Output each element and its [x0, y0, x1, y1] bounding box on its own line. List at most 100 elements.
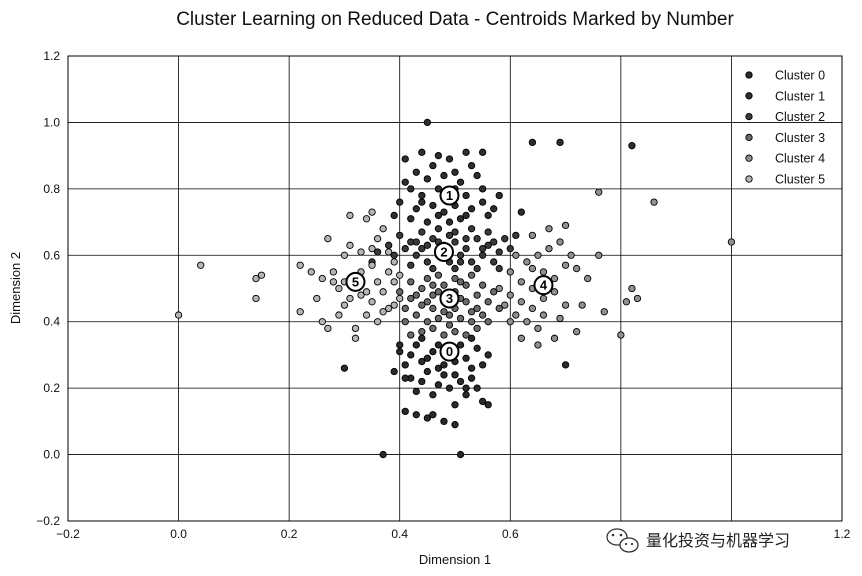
watermark: 量化投资与机器学习 — [596, 524, 832, 554]
point-cluster-5 — [307, 268, 315, 276]
x-tick-label: 0.0 — [170, 527, 187, 541]
point-cluster-5 — [385, 248, 393, 256]
point-cluster-2 — [462, 235, 470, 243]
point-cluster-4 — [501, 301, 509, 309]
point-cluster-0 — [484, 401, 492, 409]
point-cluster-1 — [418, 198, 426, 206]
point-cluster-1 — [445, 218, 454, 226]
point-cluster-5 — [329, 268, 338, 276]
point-cluster-0 — [473, 344, 481, 352]
point-cluster-3 — [434, 288, 443, 296]
point-cluster-4 — [572, 328, 581, 336]
point-cluster-4 — [556, 314, 564, 323]
point-cluster-1 — [423, 118, 432, 127]
point-cluster-4 — [512, 251, 520, 259]
point-cluster-5 — [335, 311, 343, 319]
point-cluster-0 — [396, 341, 404, 349]
point-cluster-1 — [445, 155, 454, 163]
point-cluster-2 — [462, 244, 470, 253]
point-cluster-4 — [517, 298, 525, 306]
chart-title: Cluster Learning on Reduced Data - Centr… — [176, 9, 734, 30]
point-cluster-4 — [595, 188, 603, 196]
tick-labels: −0.2 0.0 0.2 0.4 0.6 0.8 1.0 1.2 −0.2 0.0 0.2 0.4 0.… — [36, 49, 850, 541]
point-cluster-5 — [368, 261, 376, 269]
point-cluster-2 — [512, 231, 520, 240]
centroid-label: 2 — [440, 244, 447, 259]
point-cluster-5 — [351, 324, 360, 333]
point-cluster-1 — [451, 168, 459, 176]
point-cluster-3 — [412, 291, 420, 299]
point-cluster-5 — [296, 261, 304, 269]
point-cluster-4 — [556, 238, 564, 246]
point-cluster-2 — [407, 261, 415, 269]
point-cluster-4 — [539, 294, 548, 303]
point-cluster-3 — [407, 331, 415, 339]
point-cluster-4 — [550, 288, 559, 296]
point-cluster-1 — [440, 171, 448, 180]
point-cluster-2 — [506, 244, 514, 253]
point-cluster-3 — [445, 321, 454, 329]
point-cluster-3 — [462, 281, 470, 289]
point-cluster-0 — [412, 387, 420, 396]
point-cluster-4 — [528, 231, 537, 240]
centroid-ring — [345, 271, 366, 292]
point-cluster-2 — [412, 238, 420, 246]
point-cluster-0 — [429, 347, 437, 356]
centroid-label: 5 — [352, 274, 359, 289]
centroid-label: 0 — [446, 344, 453, 359]
point-cluster-0 — [467, 364, 476, 372]
point-cluster-5 — [318, 274, 326, 283]
point-cluster-3 — [401, 304, 409, 313]
x-tick-label: 0.6 — [502, 527, 519, 541]
point-cluster-1 — [423, 175, 432, 183]
point-cluster-1 — [390, 211, 398, 220]
point-cluster-3 — [467, 318, 476, 326]
point-cluster-3 — [451, 274, 459, 283]
point-cluster-1 — [396, 198, 404, 206]
point-cluster-1 — [434, 151, 443, 160]
point-cluster-3 — [473, 324, 481, 333]
point-cluster-3 — [434, 314, 443, 323]
point-cluster-3 — [451, 328, 459, 336]
centroid-ring — [439, 341, 460, 362]
point-cluster-5 — [351, 334, 360, 342]
point-cluster-2 — [473, 264, 481, 273]
point-cluster-4 — [506, 268, 514, 276]
point-cluster-4 — [539, 311, 548, 319]
point-cluster-0 — [434, 364, 443, 372]
y-tick-label: 0.2 — [43, 381, 60, 395]
legend-label: Cluster 2 — [775, 110, 825, 124]
point-cluster-2 — [396, 231, 404, 240]
point-cluster-3 — [484, 318, 492, 326]
point-cluster-5 — [396, 294, 404, 303]
point-cluster-3 — [440, 281, 448, 289]
point-cluster-2 — [451, 228, 459, 236]
point-cluster-0 — [418, 357, 426, 366]
point-cluster-0 — [401, 361, 409, 369]
legend: Cluster 0 Cluster 1 Cluster 2 Cluster 3 Clus… — [745, 69, 825, 187]
point-cluster-0 — [412, 411, 420, 419]
point-cluster-4 — [528, 264, 537, 273]
point-cluster-1 — [528, 138, 537, 147]
point-cluster-1 — [556, 138, 564, 147]
point-cluster-4 — [517, 334, 525, 342]
point-cluster-3 — [456, 278, 465, 286]
point-cluster-3 — [445, 311, 454, 319]
point-cluster-1 — [429, 161, 437, 170]
point-cluster-1 — [628, 142, 636, 150]
point-cluster-2 — [456, 251, 465, 259]
centroid-4: 4 — [533, 275, 554, 296]
point-cluster-3 — [396, 288, 404, 296]
point-cluster-2 — [495, 248, 503, 256]
point-cluster-0 — [440, 417, 448, 426]
point-cluster-3 — [462, 298, 470, 306]
point-cluster-4 — [534, 324, 542, 333]
point-cluster-1 — [434, 185, 443, 193]
legend-marker — [745, 133, 753, 142]
point-cluster-5 — [197, 261, 205, 269]
point-cluster-4 — [617, 331, 625, 339]
point-cluster-2 — [418, 244, 426, 253]
point-cluster-1 — [418, 191, 426, 200]
point-cluster-5 — [368, 244, 376, 253]
point-cluster-5 — [390, 278, 398, 286]
